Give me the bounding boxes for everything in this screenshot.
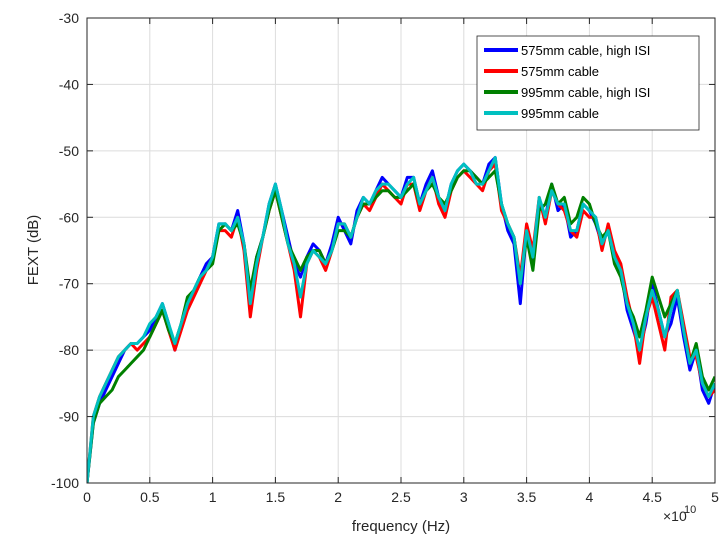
y-tick-label: -90 xyxy=(59,409,79,425)
y-tick-label: -50 xyxy=(59,143,79,159)
series-lines xyxy=(87,156,715,483)
y-axis-label: FEXT (dB) xyxy=(25,215,42,286)
x-tick-label: 0 xyxy=(83,489,91,505)
legend-label-2: 575mm cable xyxy=(521,64,599,79)
legend-label-1: 575mm cable, high ISI xyxy=(521,43,650,58)
legend: 575mm cable, high ISI 575mm cable 995mm ca… xyxy=(476,35,700,131)
x-tick-label: 4.5 xyxy=(642,489,662,505)
x-tick-label: 1 xyxy=(209,489,217,505)
y-tick-label: -40 xyxy=(59,76,79,92)
x-exponent: ×10 10 xyxy=(663,504,696,524)
legend-label-3: 995mm cable, high ISI xyxy=(521,85,650,100)
x-tick-label: 0.5 xyxy=(140,489,160,505)
x-tick-label: 2.5 xyxy=(391,489,411,505)
series-line-2 xyxy=(87,162,715,483)
y-tick-label: -70 xyxy=(59,276,79,292)
legend-label-4: 995mm cable xyxy=(521,106,599,121)
x-tick-label: 2 xyxy=(334,489,342,505)
x-tick-label: 1.5 xyxy=(266,489,286,505)
series-line-4 xyxy=(87,156,715,483)
x-tick-label: 3 xyxy=(460,489,468,505)
x-exponent-base: ×10 xyxy=(663,508,687,524)
x-tick-label: 3.5 xyxy=(517,489,537,505)
y-tick-label: -30 xyxy=(59,10,79,26)
x-tick-label: 4 xyxy=(586,489,594,505)
tick-marks xyxy=(86,17,716,484)
x-axis-label: frequency (Hz) xyxy=(352,518,450,535)
x-tick-labels: 0 0.5 1 1.5 2 2.5 3 3.5 4 4.5 5 xyxy=(83,489,719,505)
x-exponent-power: 10 xyxy=(684,504,696,516)
y-tick-label: -100 xyxy=(51,475,79,491)
y-tick-label: -60 xyxy=(59,209,79,225)
x-tick-label: 5 xyxy=(711,489,719,505)
y-tick-labels: -30 -40 -50 -60 -70 -80 -90 -100 xyxy=(51,10,79,491)
y-tick-label: -80 xyxy=(59,342,79,358)
